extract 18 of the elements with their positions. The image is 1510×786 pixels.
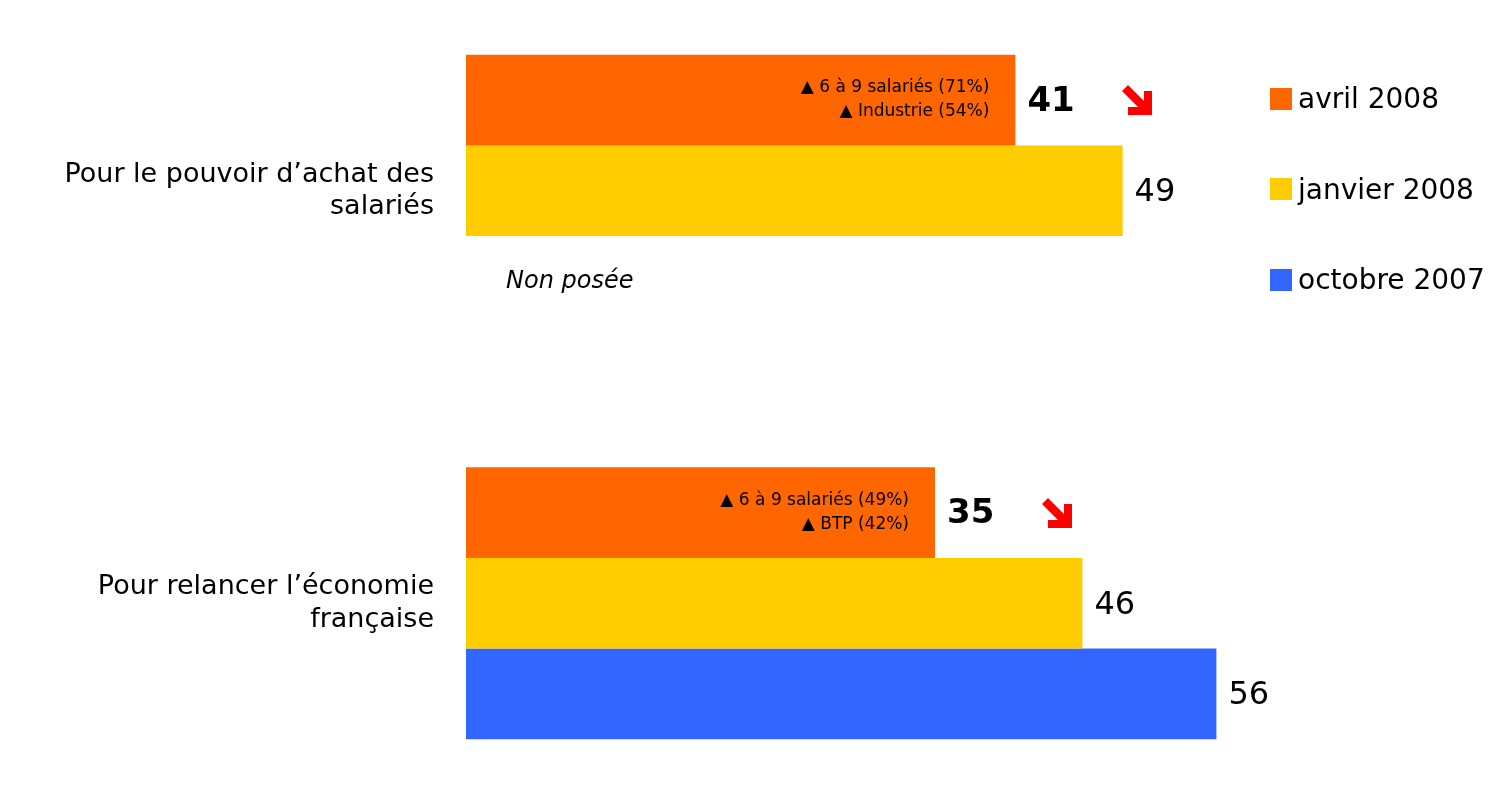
data-label: 41: [1027, 78, 1075, 119]
y-tick-label: Pour relancer l’économie française: [97, 569, 434, 633]
data-label: 56: [1228, 674, 1270, 713]
annotation: ▲ 6 à 9 salariés (49%) ▲ BTP (42%): [720, 489, 909, 534]
bar: [466, 145, 1123, 237]
annotation: Non posée: [506, 265, 634, 294]
legend-label: avril 2008: [1298, 82, 1439, 116]
data-label: 46: [1094, 583, 1136, 622]
bar: [466, 648, 1217, 740]
bar: [466, 467, 935, 558]
y-tick-label: Pour le pouvoir d’achat des salariés: [64, 156, 434, 220]
bar: [466, 54, 1016, 146]
legend-label: janvier 2008: [1298, 172, 1474, 206]
data-label: 35: [947, 491, 995, 532]
legend-label: octobre 2007: [1298, 263, 1485, 297]
bar: [466, 557, 1083, 649]
data-label: 49: [1134, 171, 1176, 210]
annotation: ▲ 6 à 9 salariés (71%) ▲ Industrie (54%): [800, 76, 990, 121]
